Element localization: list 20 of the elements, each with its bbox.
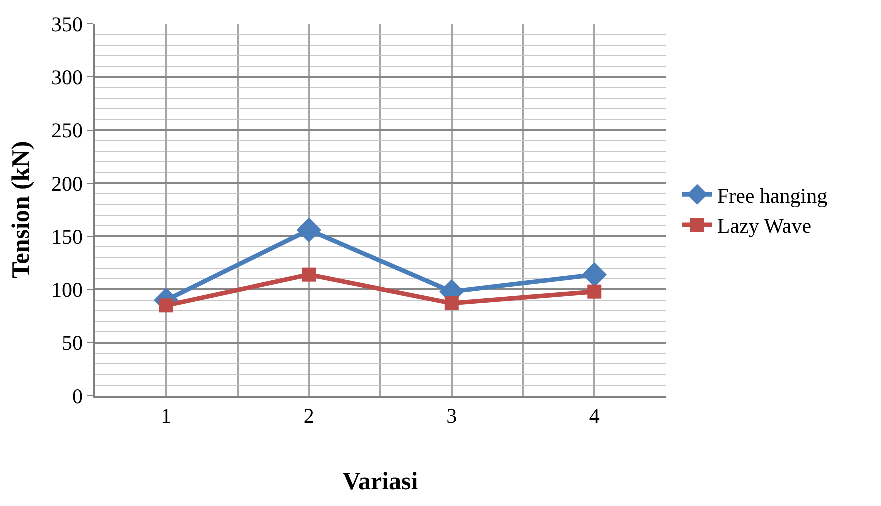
y-tick-label: 200: [52, 172, 84, 196]
point: [302, 268, 316, 282]
point: [588, 284, 602, 299]
y-axis-title: Tension (kN): [8, 141, 35, 279]
y-tick-label: 350: [52, 12, 84, 36]
y-tick-label: 0: [72, 384, 84, 408]
point: [444, 296, 459, 311]
y-tick-label: 300: [52, 65, 84, 90]
legend-label: Free hanging: [717, 184, 828, 208]
x-tick-label: 3: [446, 404, 458, 428]
y-tick-label: 150: [52, 224, 84, 249]
point: [296, 218, 322, 243]
y-tick-label: 250: [52, 118, 84, 143]
y-tick-label: 50: [62, 331, 84, 356]
x-tick-label: 4: [589, 404, 600, 428]
x-axis-title: Variasi: [342, 468, 418, 496]
x-tick-label: 2: [304, 404, 314, 428]
legend-label: Lazy Wave: [717, 214, 812, 238]
y-tick-label: 100: [52, 278, 84, 302]
x-tick-label: 1: [161, 404, 172, 428]
